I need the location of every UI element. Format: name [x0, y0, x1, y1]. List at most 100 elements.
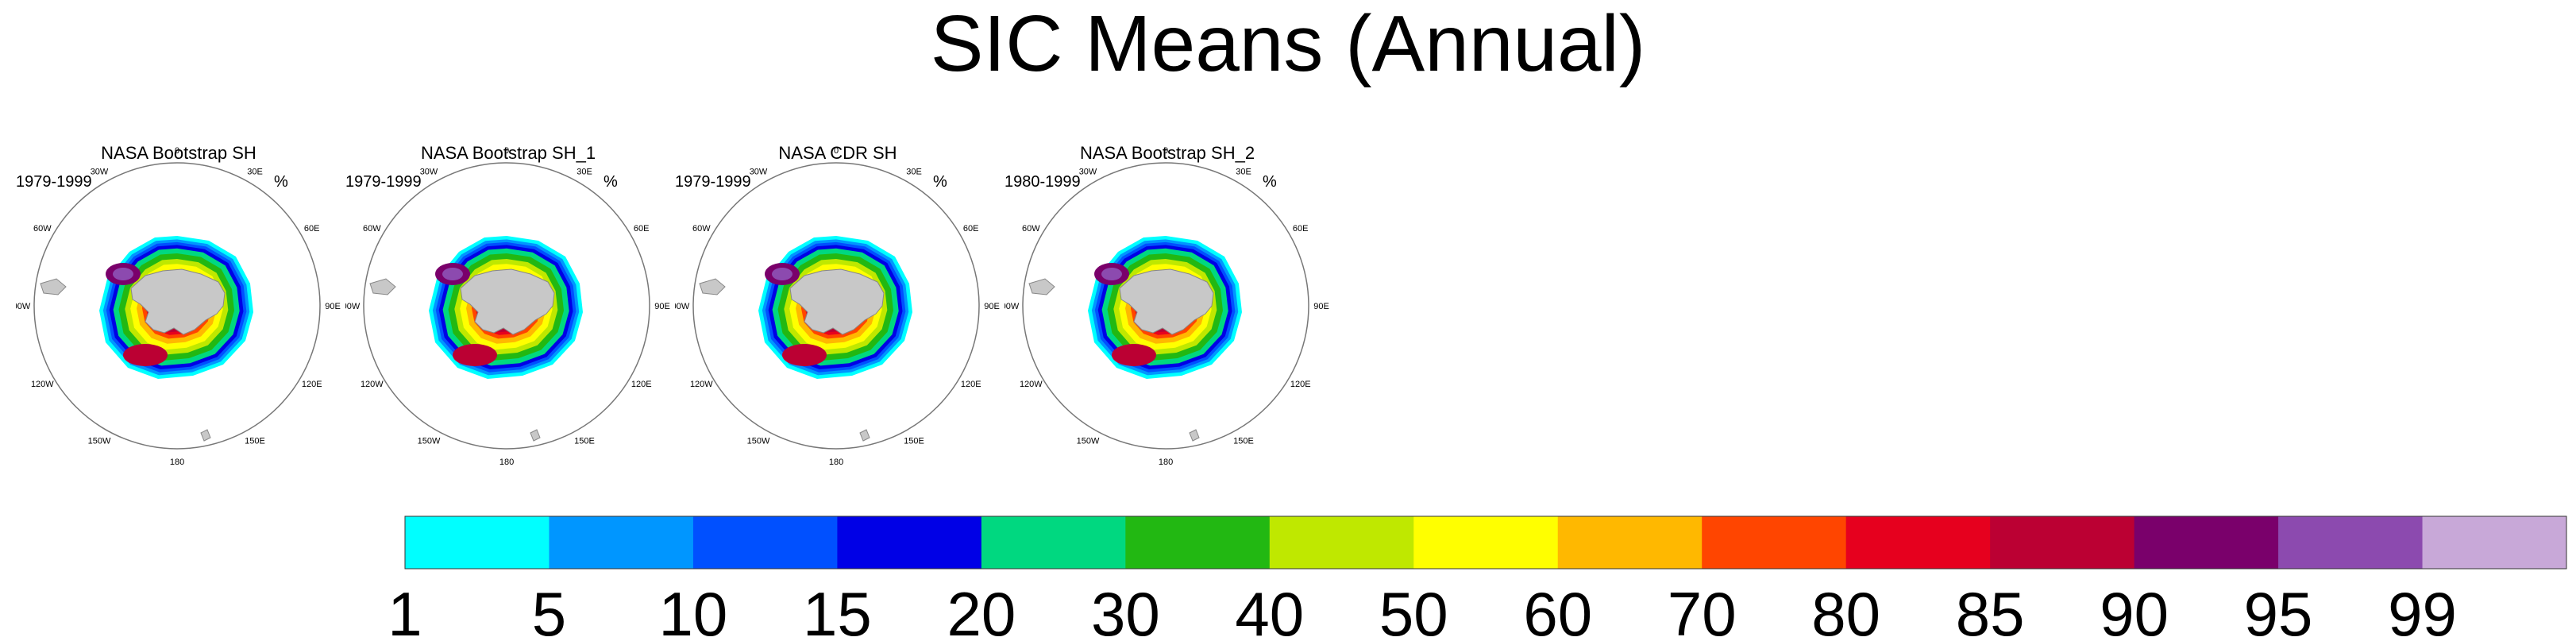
panel-title: NASA Bootstrap SH [101, 143, 256, 163]
colorbar-label: 5 [532, 579, 566, 641]
antarctica-landmass [130, 268, 226, 335]
longitude-label: 120E [302, 380, 322, 389]
longitude-label: 30E [247, 167, 263, 176]
longitude-label: 150W [88, 437, 111, 446]
longitude-label: 120W [1020, 380, 1043, 389]
panel-unit: % [604, 173, 618, 191]
longitude-label: 30E [906, 167, 922, 176]
colorbar-label: 70 [1668, 579, 1737, 641]
longitude-label: 150E [904, 437, 924, 446]
south-america-landmass [1028, 278, 1055, 295]
longitude-label: 150E [1233, 437, 1254, 446]
colorbar-label: 10 [659, 579, 728, 641]
sea-ice-core [782, 344, 827, 366]
longitude-label: 30W [91, 167, 109, 176]
longitude-label: 120E [631, 380, 652, 389]
longitude-label: 180 [499, 458, 514, 467]
colorbar-label: 60 [1523, 579, 1592, 641]
panel-unit: % [1263, 173, 1277, 191]
colorbar-swatch [1845, 516, 1991, 569]
colorbar-swatch [1125, 516, 1271, 569]
map-boundary [692, 162, 980, 450]
colorbar-label: 99 [2388, 579, 2457, 641]
longitude-label: 90W [345, 302, 361, 311]
longitude-label: 60W [33, 224, 52, 234]
panel-title: NASA Bootstrap SH_2 [1079, 143, 1255, 163]
colorbar-label: 30 [1091, 579, 1160, 641]
sea-ice-core [453, 344, 497, 366]
sea-ice-core [442, 268, 463, 280]
longitude-label: 150E [245, 437, 265, 446]
panel-title: NASA CDR SH [778, 143, 897, 163]
colorbar-label: 20 [947, 579, 1016, 641]
south-america-landmass [369, 278, 396, 295]
colorbar-swatch [1990, 516, 2135, 569]
colorbar-swatch [549, 516, 694, 569]
colorbar-label: 40 [1235, 579, 1304, 641]
panel-4: 0 30E 60E 90E 120E 150E 180 150W 120W 90W 60W 30W N… [1005, 143, 1330, 477]
colorbar-label: 85 [1956, 579, 2025, 641]
island-landmass [1189, 429, 1200, 442]
colorbar-label: 80 [1811, 579, 1880, 641]
panel-period: 1979-1999 [16, 173, 92, 191]
longitude-label: 60W [363, 224, 381, 234]
longitude-label: 120W [690, 380, 713, 389]
colorbar-label: 95 [2244, 579, 2313, 641]
longitude-label: 90E [1313, 302, 1329, 311]
island-landmass [859, 429, 870, 442]
colorbar-swatch [981, 516, 1126, 569]
map-boundary [1022, 162, 1309, 450]
longitude-label: 120W [361, 380, 384, 389]
longitude-label: 0 [504, 146, 509, 156]
island-landmass [200, 429, 211, 442]
longitude-label: 90W [675, 302, 690, 311]
colorbar-frame [404, 516, 2567, 570]
longitude-label: 120W [31, 380, 54, 389]
polar-map: 0 30E 60E 90E 120E 150E 180 150W 120W 90W 60W 30W [1005, 146, 1329, 467]
longitude-label: 180 [170, 458, 184, 467]
longitude-label: 60E [1293, 224, 1309, 234]
panel-1: 0 30E 60E 90E 120E 150E 180 150W 120W 90W 60W 30W N… [16, 143, 341, 477]
longitude-label: 120E [961, 380, 981, 389]
island-landmass [530, 429, 541, 442]
longitude-label: 150W [747, 437, 770, 446]
longitude-label: 60E [634, 224, 650, 234]
sea-ice-core [123, 344, 168, 366]
longitude-label: 30W [1079, 167, 1097, 176]
colorbar-swatch [2278, 516, 2424, 569]
colorbar-swatch [2134, 516, 2279, 569]
sea-ice-core [1101, 268, 1122, 280]
colorbar-label: 1 [388, 579, 422, 641]
figure-title: SIC Means (Annual) [930, 0, 1646, 88]
longitude-label: 180 [829, 458, 843, 467]
colorbar-swatch [837, 516, 982, 569]
panel-2: 0 30E 60E 90E 120E 150E 180 150W 120W 90W 60W 30W N… [345, 143, 671, 477]
panel-unit: % [933, 173, 947, 191]
polar-map: 0 30E 60E 90E 120E 150E 180 150W 120W 90W 60W 30W [675, 146, 1000, 467]
longitude-label: 30E [577, 167, 592, 176]
map-boundary [363, 162, 650, 450]
longitude-label: 30W [420, 167, 438, 176]
antarctica-landmass [1119, 268, 1214, 335]
south-america-landmass [40, 278, 67, 295]
colorbar-swatch [1702, 516, 1847, 569]
colorbar-swatch [692, 516, 838, 569]
antarctica-landmass [789, 268, 885, 335]
longitude-label: 30E [1236, 167, 1251, 176]
polar-map: 0 30E 60E 90E 120E 150E 180 150W 120W 90W 60W 30W [345, 146, 670, 467]
sea-ice-core [772, 268, 792, 280]
colorbar-swatch [1557, 516, 1703, 569]
colorbar-label: 90 [2100, 579, 2169, 641]
sea-ice-core [113, 268, 133, 280]
longitude-label: 60E [304, 224, 320, 234]
longitude-label: 0 [834, 146, 839, 156]
panel-period: 1979-1999 [345, 173, 422, 191]
longitude-label: 60W [692, 224, 711, 234]
longitude-label: 150W [418, 437, 441, 446]
antarctica-landmass [460, 268, 555, 335]
longitude-label: 0 [175, 146, 179, 156]
panel-period: 1979-1999 [675, 173, 751, 191]
longitude-label: 30W [750, 167, 768, 176]
panel-unit: % [274, 173, 288, 191]
